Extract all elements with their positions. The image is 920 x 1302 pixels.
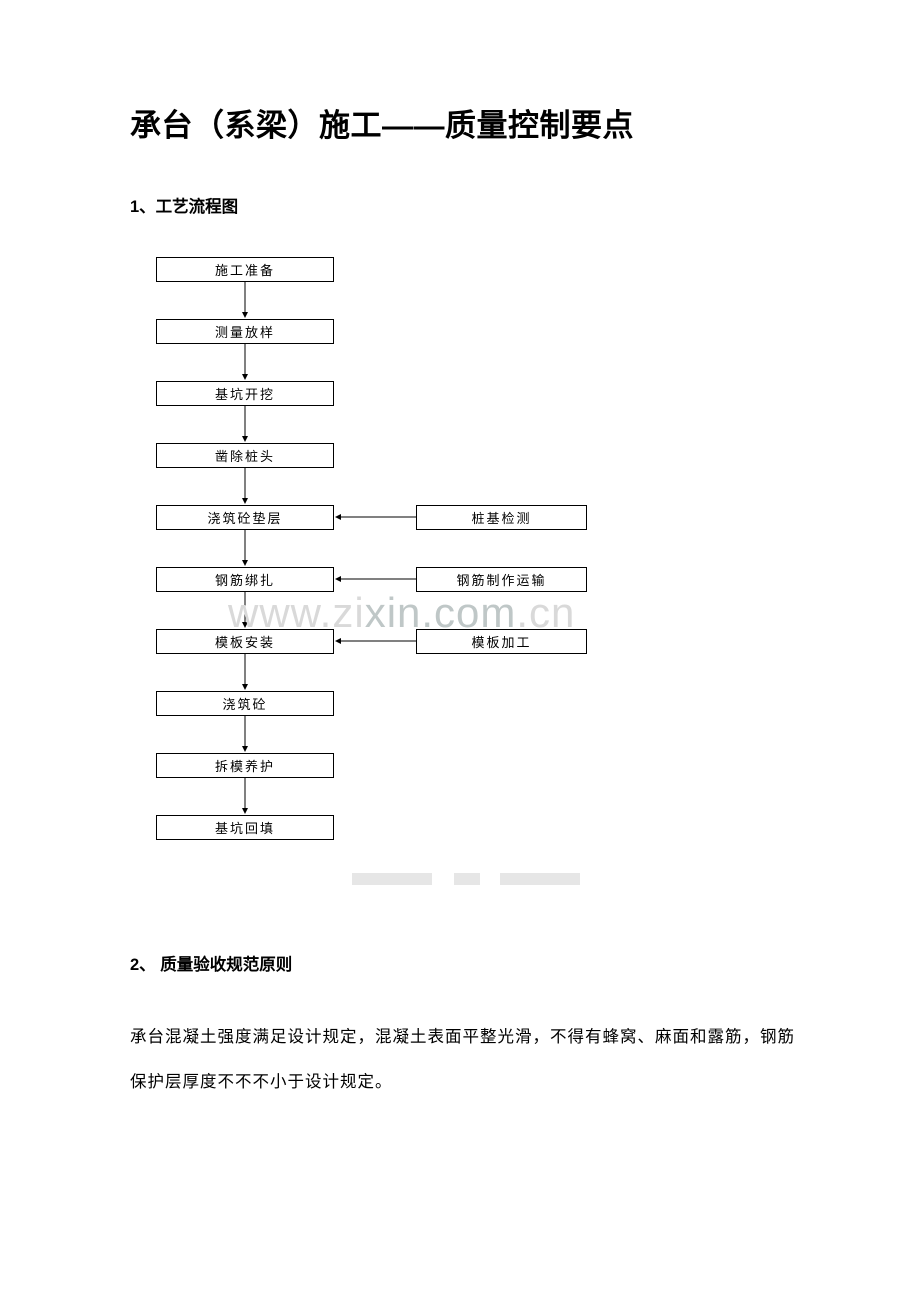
decorative-bar <box>352 873 432 885</box>
flow-node: 凿除桩头 <box>156 443 334 468</box>
flow-node: 模板加工 <box>416 629 587 654</box>
flow-node: 桩基检测 <box>416 505 587 530</box>
flow-node: 拆模养护 <box>156 753 334 778</box>
flowchart: 施工准备 测量放样 基坑开挖 凿除桩头 浇筑砼垫层 钢筋绑扎 模板安装 浇筑砼 … <box>150 257 670 897</box>
flow-node: 施工准备 <box>156 257 334 282</box>
section-heading-2: 2、 质量验收规范原则 <box>130 951 805 975</box>
decorative-bar <box>454 873 480 885</box>
flow-node: 钢筋绑扎 <box>156 567 334 592</box>
flow-node: 基坑回填 <box>156 815 334 840</box>
flow-node: 基坑开挖 <box>156 381 334 406</box>
flow-node: 模板安装 <box>156 629 334 654</box>
section-heading-1: 1、工艺流程图 <box>130 193 805 217</box>
page-title: 承台（系梁）施工——质量控制要点 <box>130 100 805 145</box>
body-paragraph: 承台混凝土强度满足设计规定，混凝土表面平整光滑，不得有蜂窝、麻面和露筋，钢筋保护… <box>130 1015 805 1104</box>
flow-node: 浇筑砼 <box>156 691 334 716</box>
decorative-bar <box>500 873 580 885</box>
flow-node: 浇筑砼垫层 <box>156 505 334 530</box>
flow-node: 测量放样 <box>156 319 334 344</box>
flow-node: 钢筋制作运输 <box>416 567 587 592</box>
